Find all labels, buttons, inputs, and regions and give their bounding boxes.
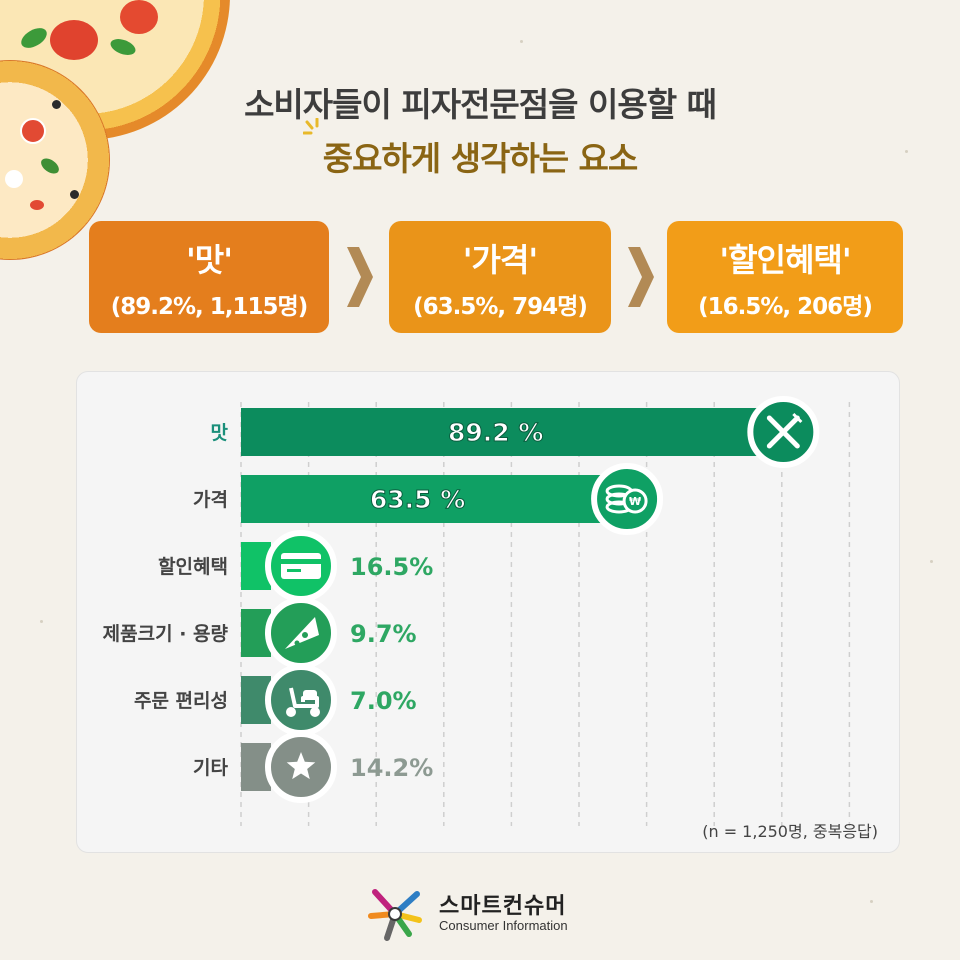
logo-name: 스마트컨슈머 bbox=[439, 894, 567, 919]
coins-icon: ₩ bbox=[605, 484, 648, 514]
summary-box-taste: '맛' (89.2%, 1,115명) bbox=[89, 221, 329, 333]
pizza-slice-icon bbox=[285, 617, 319, 649]
category-label: 가격 bbox=[193, 489, 228, 511]
svg-text:₩: ₩ bbox=[629, 495, 641, 508]
sample-note: (n = 1,250명, 중복응답) bbox=[702, 822, 878, 841]
data-label: 9.7% bbox=[350, 620, 417, 648]
chevron-right-icon bbox=[347, 247, 373, 307]
summary-detail: (16.5%, 206명) bbox=[698, 294, 873, 320]
summary-label: '맛' bbox=[185, 241, 233, 279]
summary-detail: (63.5%, 794명) bbox=[413, 294, 588, 320]
logo-subtitle: Consumer Information bbox=[439, 918, 568, 933]
summary-label: '할인혜택' bbox=[719, 241, 851, 279]
page-title-line1: 소비자들이 피자전문점을 이용할 때 bbox=[244, 85, 717, 124]
sparkle-icon bbox=[303, 118, 319, 135]
star-icon bbox=[286, 752, 316, 780]
category-label: 주문 편리성 bbox=[134, 690, 228, 712]
category-label: 맛 bbox=[211, 422, 229, 444]
chevron-right-icon bbox=[628, 247, 654, 307]
data-label: 16.5% bbox=[350, 553, 433, 581]
category-label: 기타 bbox=[193, 757, 228, 779]
summary-label: '가격' bbox=[462, 241, 538, 279]
summary-box-discount: '할인혜택' (16.5%, 206명) bbox=[667, 221, 903, 333]
data-label: 89.2 % bbox=[448, 418, 543, 447]
summary-box-price: '가격' (63.5%, 794명) bbox=[389, 221, 611, 333]
fork-knife-icon bbox=[766, 412, 803, 449]
scooter-icon bbox=[286, 687, 320, 717]
logo-icon bbox=[368, 889, 422, 941]
category-label: 제품크기 · 용량 bbox=[103, 623, 229, 645]
category-label: 할인혜택 bbox=[158, 555, 228, 578]
page-title-line2: 중요하게 생각하는 요소 bbox=[322, 139, 639, 178]
data-label: 14.2% bbox=[350, 754, 433, 782]
summary-detail: (89.2%, 1,115명) bbox=[110, 294, 308, 320]
bar bbox=[241, 408, 784, 456]
data-label: 7.0% bbox=[350, 687, 417, 715]
data-label: 63.5 % bbox=[370, 485, 465, 514]
bar bbox=[241, 475, 628, 523]
card-icon bbox=[281, 553, 321, 579]
